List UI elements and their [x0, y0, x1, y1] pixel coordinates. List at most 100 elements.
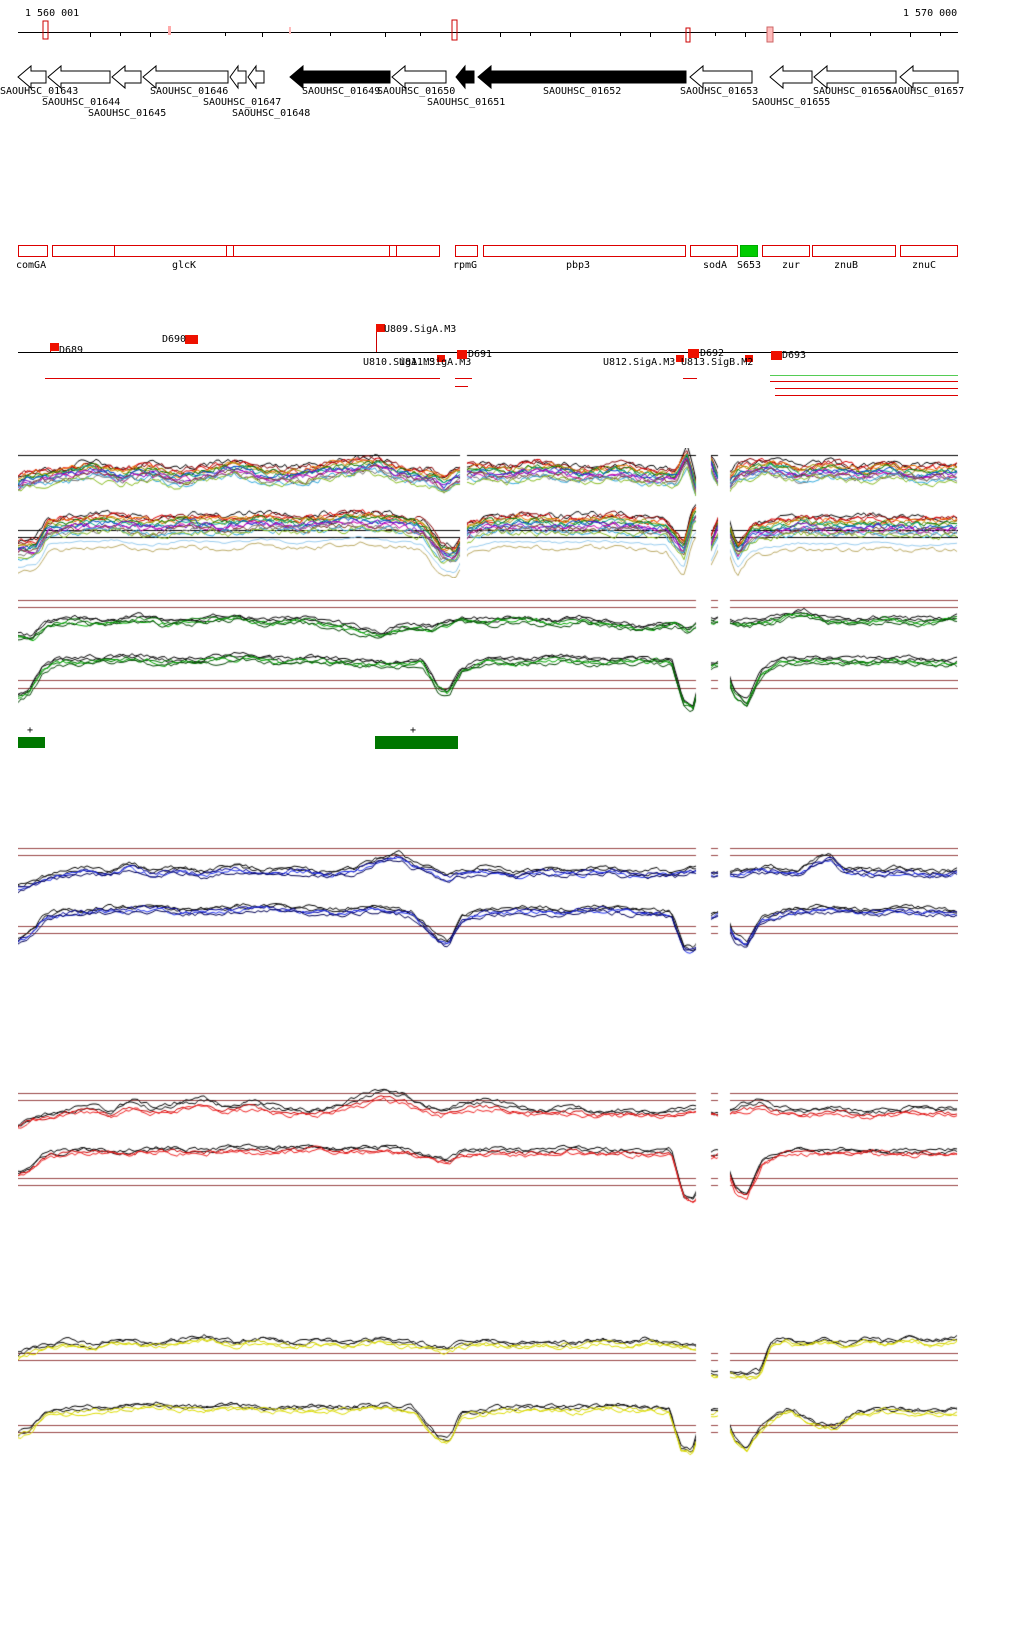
expression-red-track[interactable] [18, 1085, 958, 1210]
flag-marker-U813.SigB.M2[interactable] [745, 355, 753, 362]
gene-label: SAOUHSC_01647 [203, 97, 282, 108]
transcript-segment [455, 378, 472, 379]
feature-box-rpmG[interactable] [455, 245, 478, 257]
flag-label: D693 [782, 350, 807, 361]
flag-marker-D689[interactable] [50, 343, 59, 351]
transcript-segment [775, 388, 958, 389]
ruler-graphic [18, 19, 958, 43]
feature-divider [389, 246, 390, 256]
feature-label: znuC [912, 260, 937, 271]
gene-label: SAOUHSC_01645 [88, 108, 167, 119]
plus-strand-bar[interactable] [375, 736, 458, 749]
flag-marker-D691[interactable] [457, 350, 467, 359]
flag-label: U812.SigA.M3 [603, 357, 676, 368]
flag-marker-D692[interactable] [688, 349, 699, 358]
feature-label: pbp3 [566, 260, 591, 271]
feature-box-glcK[interactable] [52, 245, 440, 257]
transcript-segment [775, 395, 958, 396]
flag-pole [376, 331, 377, 352]
gene-arrow-SAOUHSC_01647[interactable] [229, 64, 247, 90]
gene-arrow-SAOUHSC_01644[interactable] [47, 64, 111, 90]
gene-label: SAOUHSC_01650 [377, 86, 456, 97]
gene-arrow-SAOUHSC_01651[interactable] [455, 64, 475, 90]
feature-label: rpmG [453, 260, 478, 271]
ruler-start-coordinate: 1 560 001 [25, 8, 80, 19]
gene-arrow-SAOUHSC_01645[interactable] [111, 64, 142, 90]
feature-divider [233, 246, 234, 256]
gene-arrow-SAOUHSC_01643[interactable] [17, 64, 47, 90]
transcript-segment [455, 386, 468, 387]
expression-green-track[interactable] [18, 592, 958, 732]
feature-label: znuB [834, 260, 859, 271]
gene-arrow-SAOUHSC_01652[interactable] [477, 64, 687, 90]
feature-box-znuB[interactable] [812, 245, 896, 257]
gene-label: SAOUHSC_01651 [427, 97, 506, 108]
feature-box-zur[interactable] [762, 245, 810, 257]
ruler-marker[interactable] [451, 19, 458, 41]
feature-divider [226, 246, 227, 256]
flag-label: D692 [700, 348, 725, 359]
gene-label: SAOUHSC_01644 [42, 97, 121, 108]
flag-label: U811.SigA.M3 [399, 357, 472, 368]
gene-arrow-SAOUHSC_01648[interactable] [247, 64, 265, 90]
flag-marker-U811.SigA.M3[interactable] [437, 355, 445, 362]
gene-arrow-SAOUHSC_01646[interactable] [142, 64, 229, 90]
gene-label: SAOUHSC_01643 [0, 86, 79, 97]
feature-box-pbp3[interactable] [483, 245, 686, 257]
feature-label: S653 [737, 260, 762, 271]
feature-box-sodA[interactable] [690, 245, 738, 257]
plus-strand-bar[interactable] [18, 737, 45, 748]
ruler-marker[interactable] [766, 26, 774, 43]
gene-label: SAOUHSC_01656 [813, 86, 892, 97]
flag-label: U813.SigB.M2 [681, 357, 754, 368]
feature-box-znuC[interactable] [900, 245, 958, 257]
expression-yellow-track[interactable] [18, 1325, 958, 1460]
feature-divider [114, 246, 115, 256]
flag-label: D691 [468, 349, 493, 360]
gene-arrow-SAOUHSC_01653[interactable] [689, 64, 753, 90]
flag-label: U810.SigA.M3 [363, 357, 436, 368]
feature-label: glcK [172, 260, 197, 271]
flag-marker-D690[interactable] [185, 335, 198, 344]
feature-label: sodA [703, 260, 728, 271]
gene-arrow-SAOUHSC_01656[interactable] [813, 64, 897, 90]
gene-label: SAOUHSC_01649 [302, 86, 381, 97]
transcript-segment [770, 381, 958, 382]
gene-label: SAOUHSC_01657 [886, 86, 965, 97]
flag-label: D690 [162, 334, 187, 345]
flag-marker-U812.SigA.M3[interactable] [676, 355, 684, 362]
feature-divider [396, 246, 397, 256]
flag-marker-U809.SigA.M3[interactable] [376, 324, 385, 332]
ruler-marker[interactable] [42, 20, 49, 40]
gene-arrow-SAOUHSC_01655[interactable] [769, 64, 813, 90]
gene-label: SAOUHSC_01648 [232, 108, 311, 119]
ruler-end-coordinate: 1 570 000 [903, 8, 958, 19]
gene-arrows-graphic [17, 64, 959, 90]
gene-label: SAOUHSC_01655 [752, 97, 831, 108]
feature-label: comGA [16, 260, 47, 271]
ruler-marker[interactable] [685, 27, 691, 43]
feature-label: zur [782, 260, 801, 271]
gene-arrow-SAOUHSC_01657[interactable] [899, 64, 959, 90]
ruler-marker[interactable] [289, 27, 291, 34]
expression-blue-track[interactable] [18, 840, 958, 960]
flag-label: U809.SigA.M3 [384, 324, 457, 335]
gene-arrow-SAOUHSC_01649[interactable] [289, 64, 391, 90]
gene-label: SAOUHSC_01653 [680, 86, 759, 97]
gene-arrow-SAOUHSC_01650[interactable] [391, 64, 447, 90]
flag-label: D689 [59, 345, 84, 356]
ruler-marker[interactable] [168, 26, 171, 35]
transcript-segment [683, 378, 697, 379]
transcript-segment [770, 375, 958, 376]
flag-baseline [18, 352, 958, 353]
feature-box-S653[interactable] [740, 245, 758, 257]
overlay-all-samples-track[interactable] [18, 448, 958, 578]
flag-marker-D693[interactable] [771, 351, 782, 360]
feature-box-comGA[interactable] [18, 245, 48, 257]
